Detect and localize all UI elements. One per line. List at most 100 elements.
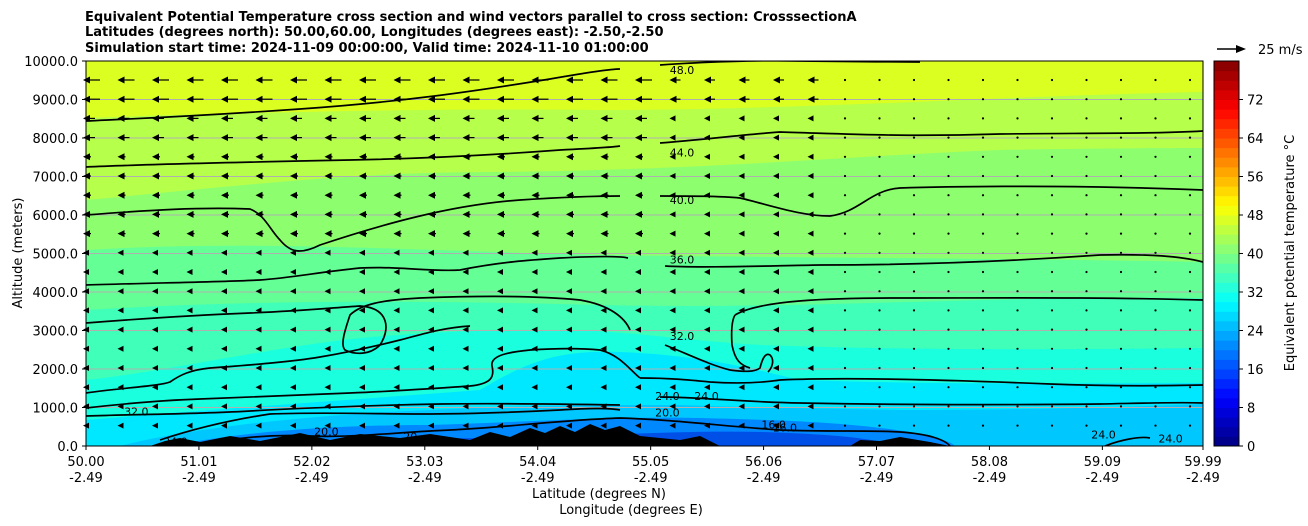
wind-vector-head xyxy=(221,153,228,161)
wind-vector-head xyxy=(186,114,194,122)
wind-vector-dot xyxy=(1050,194,1054,197)
wind-vector-dot xyxy=(1154,424,1157,427)
wind-vector-arrow xyxy=(704,115,710,122)
wind-vector-head xyxy=(117,134,125,142)
wind-vector-dot xyxy=(878,290,881,293)
wind-vector-head xyxy=(531,191,539,199)
quiver-key: 25 m/s xyxy=(1217,43,1303,58)
colorbar-tick-label: 8 xyxy=(1247,402,1255,417)
wind-vector-head xyxy=(669,76,677,84)
wind-vector-dot xyxy=(981,98,985,101)
wind-vector-arrow xyxy=(324,288,331,295)
contour-lines xyxy=(86,61,1203,446)
wind-vector-head xyxy=(152,230,159,238)
wind-vector-dot xyxy=(947,136,950,139)
wind-vector-dot xyxy=(947,405,950,408)
colorbar-tick-label: 24 xyxy=(1247,325,1264,340)
wind-vector-arrow xyxy=(773,153,779,160)
colorbar-segment xyxy=(1214,243,1239,254)
wind-vector-head xyxy=(807,95,815,103)
wind-vector-arrow xyxy=(531,403,538,410)
quiver-key-arrow-head xyxy=(1236,45,1246,53)
wind-vector-head xyxy=(117,210,125,218)
colorbar-segment xyxy=(1214,147,1239,158)
wind-vector-dot xyxy=(1188,78,1192,82)
wind-vector-dot xyxy=(1119,136,1123,139)
wind-vector-dot xyxy=(878,347,881,350)
wind-vector-arrow xyxy=(531,249,538,256)
wind-vector-arrow xyxy=(773,249,779,256)
wind-vector-head xyxy=(428,134,435,142)
wind-vector-arrow xyxy=(186,326,193,333)
wind-vector-head xyxy=(186,76,194,84)
wind-vector-dot xyxy=(981,270,985,274)
wind-vector-arrow xyxy=(117,403,124,410)
wind-vector-head xyxy=(290,114,297,122)
wind-vector-dot xyxy=(878,78,881,82)
wind-vector-dot xyxy=(912,213,916,216)
wind-vector-arrow xyxy=(359,249,365,256)
wind-vector-head xyxy=(462,76,470,84)
wind-vector-arrow xyxy=(600,307,607,314)
wind-vector-dot xyxy=(981,405,985,408)
wind-vector-dot xyxy=(981,136,985,139)
wind-vector-dot xyxy=(1085,270,1088,274)
x-tick-label-lat: 55.05 xyxy=(632,455,669,470)
wind-vector-arrow xyxy=(221,307,227,314)
wind-vector-dot xyxy=(843,309,847,312)
wind-vector-dot xyxy=(1050,386,1054,389)
wind-vector-head xyxy=(221,172,228,180)
wind-vector-dot xyxy=(1050,251,1054,254)
colorbar-segment xyxy=(1214,195,1239,206)
colorbar-segment xyxy=(1214,166,1239,177)
wind-vector-dot xyxy=(878,270,881,274)
wind-vector-head xyxy=(393,76,401,84)
wind-vector-dot xyxy=(1050,328,1054,331)
wind-vector-head xyxy=(152,210,159,218)
wind-vector-arrow xyxy=(738,307,745,314)
wind-vector-dot xyxy=(878,98,881,101)
wind-vector-arrow xyxy=(635,365,641,371)
wind-vector-dot xyxy=(1119,98,1123,101)
wind-vector-dot xyxy=(947,194,950,197)
wind-vector-head xyxy=(186,153,194,161)
wind-vector-dot xyxy=(1016,213,1019,216)
wind-vector-arrow xyxy=(738,192,745,199)
wind-vector-dot xyxy=(1119,386,1123,389)
wind-vector-arrow xyxy=(393,269,400,275)
wind-vector-arrow xyxy=(497,326,503,333)
wind-vector-arrow xyxy=(704,422,710,429)
colorbar-segment xyxy=(1214,436,1239,447)
wind-vector-dot xyxy=(981,309,985,312)
wind-vector-head xyxy=(497,114,504,122)
colorbar-tick-label: 56 xyxy=(1247,171,1264,186)
wind-vector-head xyxy=(324,134,332,142)
colorbar-segment xyxy=(1214,118,1239,129)
wind-vector-arrow xyxy=(566,403,572,410)
contour-32-line-d xyxy=(734,296,1203,316)
wind-vector-dot xyxy=(1050,347,1054,350)
contour-label: 32.0 xyxy=(124,405,149,418)
wind-vector-arrow xyxy=(221,249,227,256)
wind-vector-arrow xyxy=(255,326,262,333)
wind-vector-arrow xyxy=(738,211,745,218)
wind-vector-head xyxy=(324,230,332,238)
contour-label: 44.0 xyxy=(670,147,695,160)
wind-vector-head xyxy=(324,210,332,218)
colorbar-segment xyxy=(1214,311,1239,322)
wind-vector-dot xyxy=(1119,405,1123,408)
y-tick-label: 5000.0 xyxy=(33,248,79,263)
wind-vector-arrow xyxy=(152,345,158,352)
wind-vector-dot xyxy=(1050,213,1054,216)
wind-vector-dot xyxy=(1016,347,1019,350)
x-axis-title-lat: Latitude (degrees N) xyxy=(532,487,666,502)
wind-vector-arrow xyxy=(393,384,400,391)
wind-vector-arrow xyxy=(566,365,572,371)
wind-vector-dot xyxy=(843,251,847,254)
wind-vector-arrow xyxy=(807,422,814,429)
wind-vector-arrow xyxy=(186,422,193,429)
wind-vector-arrow xyxy=(566,307,572,314)
wind-vector-dot xyxy=(843,328,847,331)
wind-vector-head xyxy=(290,172,297,180)
wind-vector-dot xyxy=(1119,366,1123,370)
